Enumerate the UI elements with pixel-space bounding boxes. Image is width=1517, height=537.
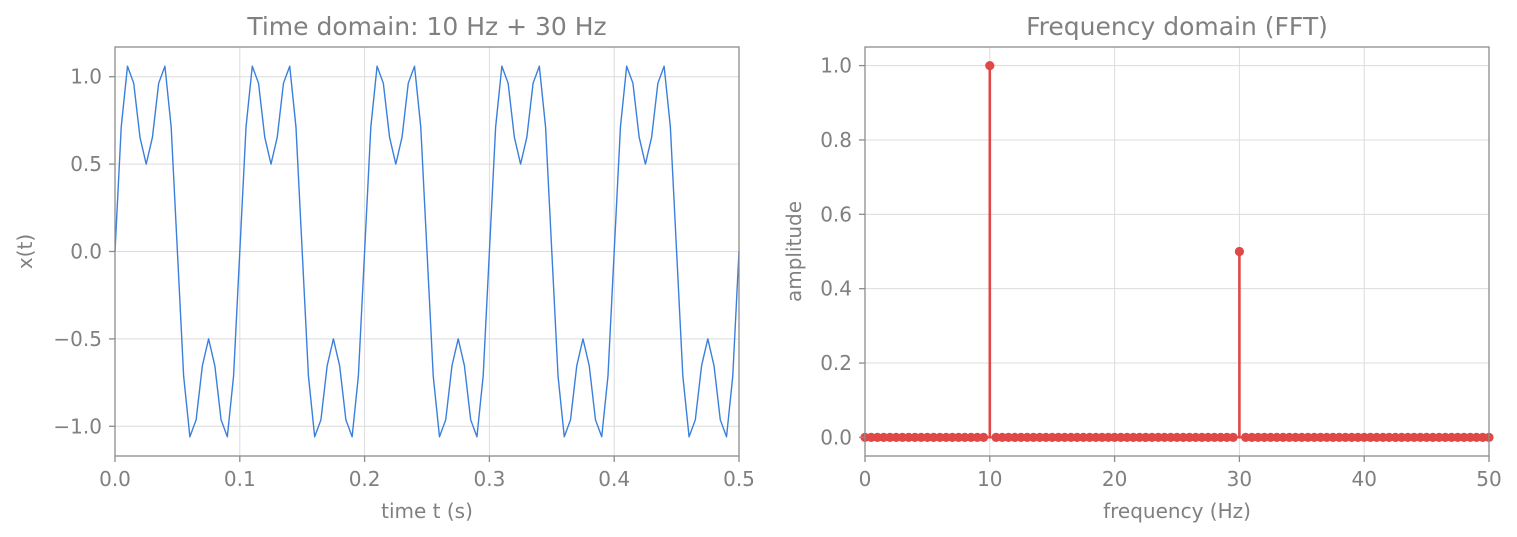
freq-x-tick-label: 0 (859, 467, 872, 491)
time-domain-chart: 0.0 0.1 0.2 0.3 0.4 0.5 −1.0 −0.5 0.0 0.5 1.0 Time… (13, 12, 755, 523)
stem-marker (978, 432, 989, 443)
freq-y-tick-label: 0.2 (820, 351, 852, 375)
time-chart-title: Time domain: 10 Hz + 30 Hz (246, 12, 606, 41)
freq-x-tick-label: 30 (1227, 467, 1252, 491)
time-y-axis-label: x(t) (13, 234, 37, 269)
time-x-tick-label: 0.0 (99, 467, 131, 491)
time-x-tick-label: 0.1 (224, 467, 256, 491)
time-x-tick-label: 0.3 (473, 467, 505, 491)
time-y-tick-label: 1.0 (70, 65, 102, 89)
time-x-axis-label: time t (s) (381, 499, 473, 523)
freq-x-tick-label: 50 (1476, 467, 1501, 491)
freq-plot-frame (864, 46, 1490, 457)
time-y-tick-label: −0.5 (53, 327, 102, 351)
freq-y-tick-label: 0.6 (820, 202, 852, 226)
stem-marker (1234, 246, 1244, 257)
freq-y-axis-label: amplitude (782, 201, 806, 302)
stem-marker (1228, 432, 1238, 443)
freq-x-tick-label: 20 (1102, 467, 1127, 491)
freq-chart-title: Frequency domain (FFT) (1026, 12, 1328, 41)
freq-x-tick-label: 40 (1351, 467, 1376, 491)
time-x-tick-label: 0.2 (349, 467, 381, 491)
freq-x-tick-label: 10 (977, 467, 1002, 491)
signal-line (114, 65, 740, 438)
time-x-tick-label: 0.4 (598, 467, 630, 491)
time-y-tick-label: −1.0 (53, 414, 102, 438)
time-x-tick-label: 0.5 (723, 467, 755, 491)
freq-y-tick-label: 0.4 (820, 277, 852, 301)
freq-y-tick-label: 0.0 (820, 425, 852, 449)
frequency-domain-chart: 0 10 20 30 40 50 0.0 0.2 0.4 0.6 0.8 1.0 Frequency … (782, 12, 1502, 523)
freq-x-axis-label: frequency (Hz) (1103, 499, 1251, 523)
stem-marker (985, 60, 995, 71)
freq-y-tick-label: 0.8 (820, 128, 852, 152)
time-y-tick-label: 0.5 (70, 152, 102, 176)
time-y-tick-label: 0.0 (70, 240, 102, 264)
freq-y-tick-label: 1.0 (820, 54, 852, 78)
